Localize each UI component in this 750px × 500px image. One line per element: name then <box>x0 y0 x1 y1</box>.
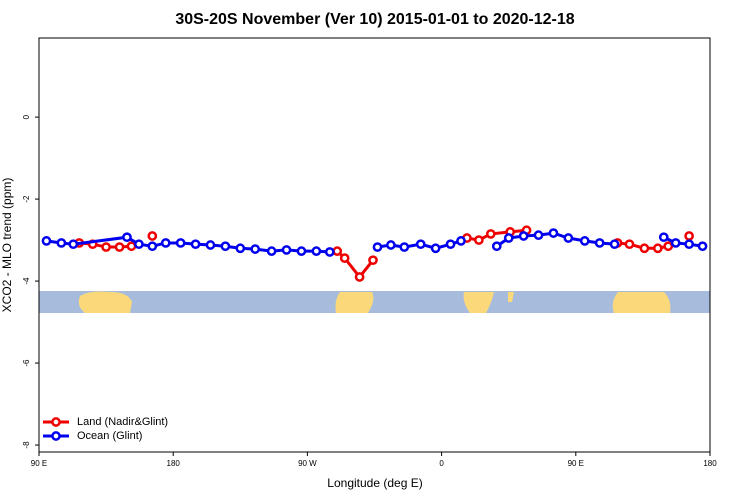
point <box>324 247 335 257</box>
point <box>485 229 496 239</box>
x-tick-label: 180 <box>703 459 717 468</box>
x-tick-label: 90 E <box>568 459 584 468</box>
point <box>474 235 484 245</box>
point <box>68 239 79 250</box>
point <box>41 236 52 246</box>
point <box>205 240 216 250</box>
point <box>235 243 246 254</box>
point <box>372 242 383 252</box>
point <box>175 238 186 248</box>
point <box>126 241 137 252</box>
point <box>639 243 650 254</box>
point <box>101 242 111 252</box>
series-line <box>79 230 689 277</box>
y-axis-label: XCO2 - MLO trend (ppm) <box>0 178 14 313</box>
point <box>594 238 605 248</box>
map-strip <box>39 291 710 313</box>
point <box>220 241 231 252</box>
point <box>386 240 396 250</box>
legend-label: Land (Nadir&Glint) <box>77 416 168 428</box>
point <box>147 231 158 241</box>
point <box>445 239 456 250</box>
point <box>281 245 292 255</box>
point <box>415 239 426 250</box>
point <box>684 239 694 250</box>
point <box>332 246 343 256</box>
legend-label: Ocean (Glint) <box>77 430 142 442</box>
point <box>456 236 466 246</box>
plot-frame <box>38 37 711 453</box>
point <box>134 239 144 250</box>
point <box>296 246 307 256</box>
legend: Land (Nadir&Glint) Ocean (Glint) <box>43 416 168 442</box>
point <box>311 246 322 256</box>
point <box>548 228 559 238</box>
point <box>563 233 574 243</box>
x-tick-label: 90 E <box>31 459 47 468</box>
point <box>670 238 681 248</box>
point <box>609 239 620 250</box>
x-tick-label: 90 W <box>298 459 317 468</box>
point <box>147 241 158 252</box>
point <box>339 253 350 263</box>
point <box>114 242 125 252</box>
point <box>658 232 669 243</box>
x-tick-label: 180 <box>167 459 181 468</box>
point <box>491 241 502 252</box>
point <box>160 238 171 248</box>
y-tick-label: -2 <box>22 195 31 203</box>
legend-marker <box>51 417 61 427</box>
point <box>250 244 261 254</box>
y-tick-label: 0 <box>22 114 31 119</box>
point <box>624 239 635 250</box>
point <box>652 243 663 254</box>
point <box>697 241 708 252</box>
point <box>368 255 378 266</box>
point <box>518 231 529 241</box>
point <box>266 246 277 256</box>
y-tick-label: -8 <box>22 441 31 449</box>
point <box>354 272 365 282</box>
point <box>533 230 544 241</box>
point <box>579 236 590 246</box>
x-tick-label: 0 <box>439 459 444 468</box>
point <box>503 233 514 243</box>
legend-marker <box>51 431 61 441</box>
y-tick-label: -6 <box>22 359 31 367</box>
y-tick-label: -4 <box>22 277 31 285</box>
point <box>122 232 132 243</box>
point <box>56 238 67 248</box>
point <box>190 239 201 250</box>
point <box>399 242 410 252</box>
point <box>430 243 441 254</box>
point <box>663 241 674 252</box>
chart-title: 30S-20S November (Ver 10) 2015-01-01 to … <box>175 11 574 28</box>
x-axis-label: Longitude (deg E) <box>327 476 422 490</box>
point <box>684 231 694 241</box>
